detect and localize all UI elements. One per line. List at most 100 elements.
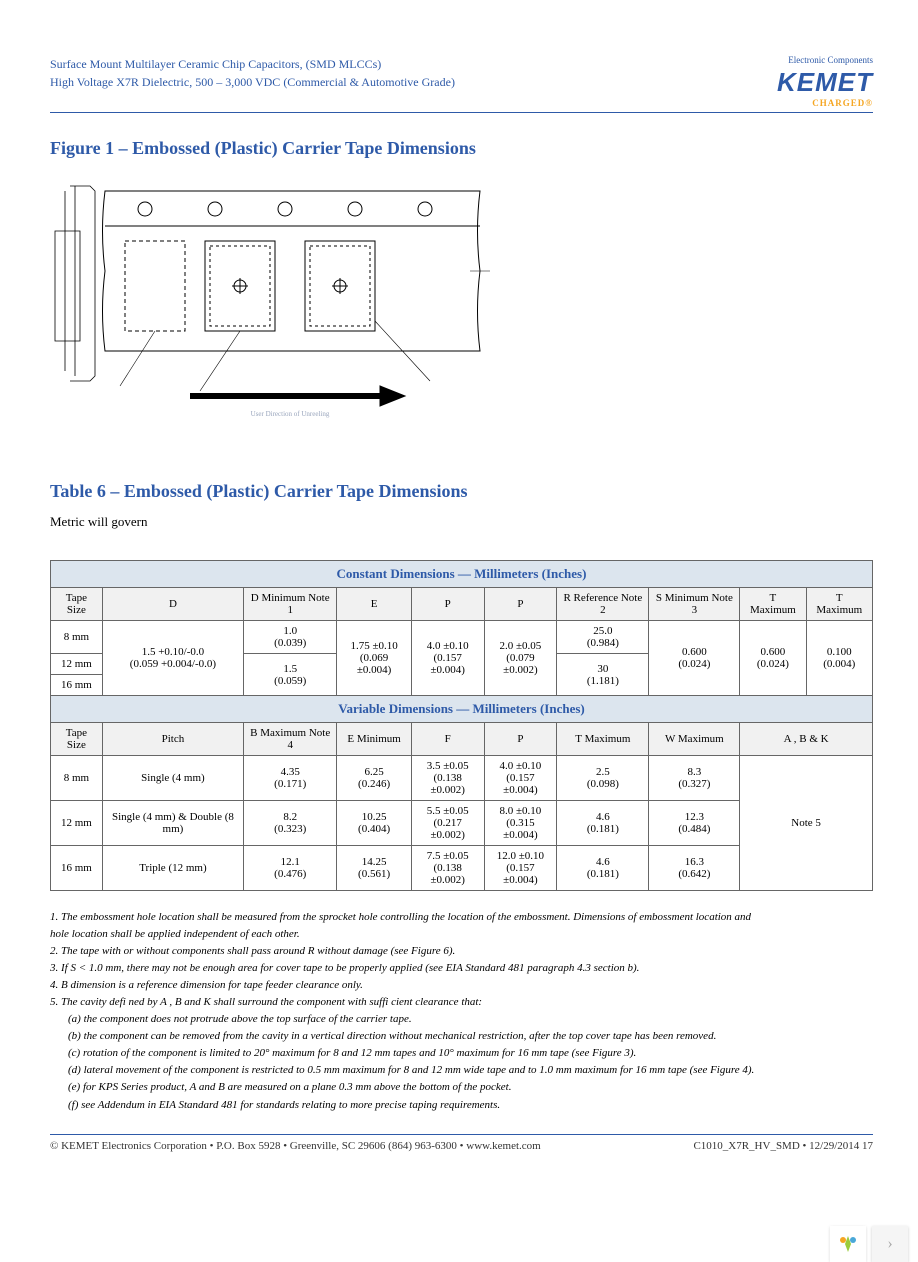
cell: Single (4 mm) bbox=[102, 756, 243, 801]
logo-sub: CHARGED® bbox=[777, 98, 873, 108]
cell: Triple (12 mm) bbox=[102, 846, 243, 891]
th: R Reference Note 2 bbox=[557, 588, 649, 621]
constant-dimensions-table: Constant Dimensions — Millimeters (Inche… bbox=[50, 560, 873, 891]
cell: 6.25(0.246) bbox=[337, 756, 412, 801]
cell: 4.35(0.171) bbox=[244, 756, 337, 801]
header-line2: High Voltage X7R Dielectric, 500 – 3,000… bbox=[50, 73, 455, 91]
th: D bbox=[102, 588, 243, 621]
cell: 0.600(0.024) bbox=[649, 621, 740, 696]
cell: 8.2(0.323) bbox=[244, 801, 337, 846]
page-footer: © KEMET Electronics Corporation • P.O. B… bbox=[50, 1140, 873, 1152]
note-line: 5. The cavity defi ned by A , B and K sh… bbox=[50, 994, 873, 1011]
footer-left: © KEMET Electronics Corporation • P.O. B… bbox=[50, 1140, 541, 1152]
th: E Minimum bbox=[337, 723, 412, 756]
cell: 16 mm bbox=[51, 846, 103, 891]
cell: 5.5 ±0.05(0.217 ±0.002) bbox=[411, 801, 484, 846]
logo-main: KEMET bbox=[777, 67, 873, 98]
cell: 14.25(0.561) bbox=[337, 846, 412, 891]
logo-block: Electronic Components KEMET CHARGED® bbox=[777, 55, 873, 108]
cell: Single (4 mm) & Double (8 mm) bbox=[102, 801, 243, 846]
note-line: (f) see Addendum in EIA Standard 481 for… bbox=[50, 1097, 873, 1114]
viewer-logo-icon[interactable] bbox=[830, 1226, 866, 1262]
th: T Maximum bbox=[806, 588, 872, 621]
th: Pitch bbox=[102, 723, 243, 756]
table1-band: Constant Dimensions — Millimeters (Inche… bbox=[51, 561, 873, 588]
cell: 4.0 ±0.10(0.157 ±0.004) bbox=[484, 756, 557, 801]
th: D Minimum Note 1 bbox=[244, 588, 337, 621]
cell: 12.3(0.484) bbox=[649, 801, 740, 846]
note-line: hole location shall be applied independe… bbox=[50, 926, 873, 943]
cell: 25.0(0.984) bbox=[557, 621, 649, 654]
cell: 0.600(0.024) bbox=[740, 621, 806, 696]
cell: 16.3(0.642) bbox=[649, 846, 740, 891]
table2-band: Variable Dimensions — Millimeters (Inche… bbox=[51, 696, 873, 723]
th: B Maximum Note 4 bbox=[244, 723, 337, 756]
note-line: (c) rotation of the component is limited… bbox=[50, 1045, 873, 1062]
cell: 30(1.181) bbox=[557, 654, 649, 696]
cell: 16 mm bbox=[51, 675, 103, 696]
table2-header-row: Tape Size Pitch B Maximum Note 4 E Minim… bbox=[51, 723, 873, 756]
th: E bbox=[337, 588, 412, 621]
cell: 10.25(0.404) bbox=[337, 801, 412, 846]
cell: 8.3(0.327) bbox=[649, 756, 740, 801]
note-line: (d) lateral movement of the component is… bbox=[50, 1062, 873, 1079]
table6-title: Table 6 – Embossed (Plastic) Carrier Tap… bbox=[50, 481, 873, 502]
table-row: 8 mm 1.5 +0.10/-0.0(0.059 +0.004/-0.0) 1… bbox=[51, 621, 873, 654]
note-line: (b) the component can be removed from th… bbox=[50, 1028, 873, 1045]
note-line: 1. The embossment hole location shall be… bbox=[50, 909, 873, 926]
th: P bbox=[484, 723, 557, 756]
footer-rule bbox=[50, 1134, 873, 1135]
th: Tape Size bbox=[51, 588, 103, 621]
metric-note: Metric will govern bbox=[50, 514, 873, 530]
cell: 3.5 ±0.05(0.138 ±0.002) bbox=[411, 756, 484, 801]
footnotes: 1. The embossment hole location shall be… bbox=[50, 909, 873, 1114]
cell: 2.0 ±0.05(0.079 ±0.002) bbox=[484, 621, 557, 696]
footer-right: C1010_X7R_HV_SMD • 12/29/2014 17 bbox=[693, 1140, 873, 1152]
th: T Maximum bbox=[740, 588, 806, 621]
header-text: Surface Mount Multilayer Ceramic Chip Ca… bbox=[50, 55, 455, 91]
th: A , B & K bbox=[740, 723, 873, 756]
th: T Maximum bbox=[557, 723, 649, 756]
th: P bbox=[484, 588, 557, 621]
cell: 0.100(0.004) bbox=[806, 621, 872, 696]
header-line1: Surface Mount Multilayer Ceramic Chip Ca… bbox=[50, 55, 455, 73]
table1-header-row: Tape Size D D Minimum Note 1 E P P R Ref… bbox=[51, 588, 873, 621]
note-line: 4. B dimension is a reference dimension … bbox=[50, 977, 873, 994]
table-row: 8 mm Single (4 mm) 4.35(0.171) 6.25(0.24… bbox=[51, 756, 873, 801]
logo-tagline: Electronic Components bbox=[777, 55, 873, 65]
arrow-label: User Direction of Unreeling bbox=[251, 410, 330, 418]
cell: 8 mm bbox=[51, 621, 103, 654]
cell: 4.6(0.181) bbox=[557, 846, 649, 891]
th: F bbox=[411, 723, 484, 756]
note-line: (a) the component does not protrude abov… bbox=[50, 1011, 873, 1028]
cell: 1.5(0.059) bbox=[244, 654, 337, 696]
cell: 8 mm bbox=[51, 756, 103, 801]
th: S Minimum Note 3 bbox=[649, 588, 740, 621]
cell: 12.1(0.476) bbox=[244, 846, 337, 891]
note-line: 2. The tape with or without components s… bbox=[50, 943, 873, 960]
cell: Note 5 bbox=[740, 756, 873, 891]
cell: 1.5 +0.10/-0.0(0.059 +0.004/-0.0) bbox=[102, 621, 243, 696]
cell: 7.5 ±0.05(0.138 ±0.002) bbox=[411, 846, 484, 891]
chevron-right-icon: › bbox=[887, 1235, 892, 1253]
viewer-nav: › bbox=[830, 1226, 908, 1262]
cell: 12 mm bbox=[51, 654, 103, 675]
cell: 4.0 ±0.10(0.157 ±0.004) bbox=[411, 621, 484, 696]
carrier-tape-diagram: User Direction of Unreeling bbox=[50, 171, 500, 421]
th: W Maximum bbox=[649, 723, 740, 756]
cell: 1.0(0.039) bbox=[244, 621, 337, 654]
header-rule bbox=[50, 112, 873, 113]
page-header: Surface Mount Multilayer Ceramic Chip Ca… bbox=[50, 55, 873, 108]
next-page-button[interactable]: › bbox=[872, 1226, 908, 1262]
th: Tape Size bbox=[51, 723, 103, 756]
cell: 4.6(0.181) bbox=[557, 801, 649, 846]
note-line: 3. If S < 1.0 mm, there may not be enoug… bbox=[50, 960, 873, 977]
figure1-title: Figure 1 – Embossed (Plastic) Carrier Ta… bbox=[50, 138, 873, 159]
cell: 12.0 ±0.10(0.157 ±0.004) bbox=[484, 846, 557, 891]
cell: 8.0 ±0.10(0.315 ±0.004) bbox=[484, 801, 557, 846]
cell: 1.75 ±0.10(0.069 ±0.004) bbox=[337, 621, 412, 696]
cell: 12 mm bbox=[51, 801, 103, 846]
note-line: (e) for KPS Series product, A and B are … bbox=[50, 1079, 873, 1096]
cell: 2.5(0.098) bbox=[557, 756, 649, 801]
th: P bbox=[411, 588, 484, 621]
